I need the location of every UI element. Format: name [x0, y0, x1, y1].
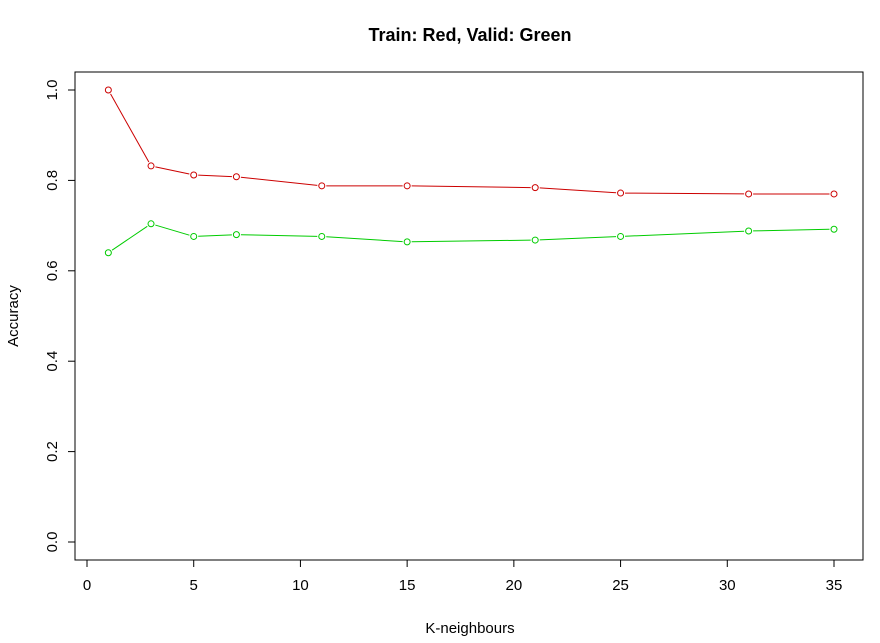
x-axis: 0 5 10 15 20 25 30 35 — [83, 559, 843, 594]
series-1-segment — [411, 185, 531, 189]
x-tick-label: 20 — [506, 577, 523, 594]
x-tick-label: 30 — [719, 577, 736, 594]
y-tick-label: 0.6 — [44, 260, 61, 281]
series-2-point — [147, 220, 155, 228]
y-tick-label: 1.0 — [44, 80, 61, 101]
x-tick-label: 35 — [826, 577, 843, 594]
y-tick-label: 0.4 — [44, 351, 61, 372]
series-2-point — [745, 227, 753, 235]
y-tick-label: 0.8 — [44, 170, 61, 191]
series-2-point — [403, 238, 411, 246]
series-2-point — [617, 232, 625, 240]
series-2-point — [104, 249, 112, 257]
series-2-segment — [625, 230, 745, 237]
series-1-point — [104, 86, 112, 94]
series-layer — [104, 86, 838, 257]
series-1-point — [232, 173, 240, 181]
plot-frame — [74, 71, 864, 561]
series-2-point — [318, 232, 326, 240]
series-1-point — [318, 182, 326, 190]
series-2-point — [830, 225, 838, 233]
x-tick-label: 25 — [612, 577, 629, 594]
series-2-segment — [539, 236, 617, 241]
series-2-segment — [753, 228, 830, 232]
series-1-segment — [240, 176, 318, 186]
series-1-point — [745, 190, 753, 198]
series-2-segment — [240, 234, 318, 237]
series-2-segment — [411, 239, 531, 243]
series-1-point — [531, 184, 539, 192]
x-tick-label: 5 — [190, 577, 198, 594]
y-tick-label: 0.2 — [44, 441, 61, 462]
series-1-segment — [110, 93, 150, 163]
series-1 — [104, 86, 838, 198]
series-1-point — [403, 182, 411, 190]
series-2-segment — [198, 234, 232, 237]
series-1-segment — [539, 187, 617, 194]
series-1-point — [147, 162, 155, 170]
series-2-point — [232, 231, 240, 239]
y-axis-label: Accuracy — [5, 285, 22, 347]
series-2-segment — [111, 225, 148, 251]
series-1-point — [190, 171, 198, 179]
series-1-segment — [198, 174, 232, 178]
series-2-segment — [326, 236, 403, 243]
y-axis: 0.0 0.2 0.4 0.6 0.8 1.0 — [44, 80, 76, 553]
series-2-point — [531, 236, 539, 244]
x-tick-label: 0 — [83, 577, 91, 594]
series-1-segment — [625, 192, 745, 195]
series-1-point — [830, 190, 838, 198]
series-2-point — [190, 232, 198, 240]
series-2-segment — [155, 224, 190, 236]
series-1-segment — [155, 166, 190, 175]
x-tick-label: 10 — [292, 577, 309, 594]
y-tick-label: 0.0 — [44, 532, 61, 553]
series-1-point — [617, 189, 625, 197]
chart-title: Train: Red, Valid: Green — [368, 25, 571, 45]
series-2 — [104, 220, 838, 257]
x-axis-label: K-neighbours — [425, 620, 514, 637]
x-tick-label: 15 — [399, 577, 416, 594]
